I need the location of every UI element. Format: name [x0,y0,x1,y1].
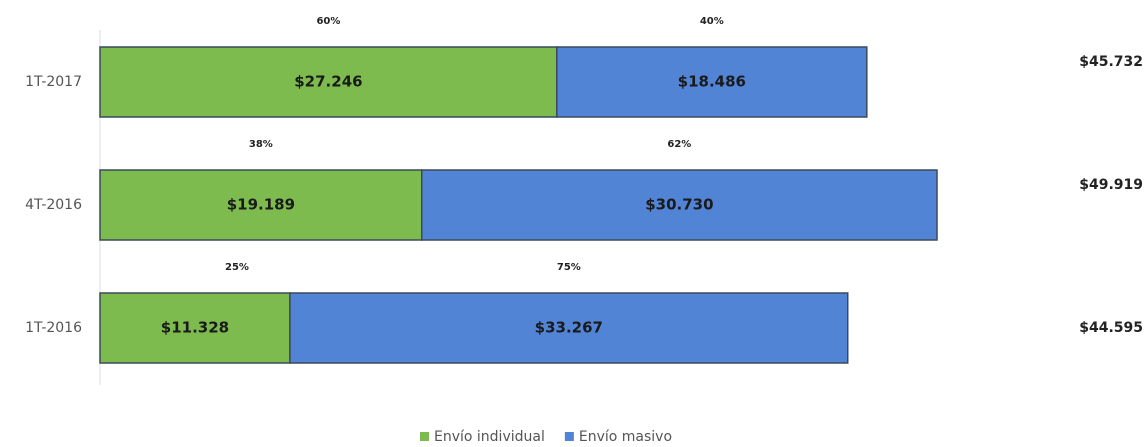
value-label: $11.328 [161,319,229,337]
percent-label: 25% [225,262,249,273]
legend-label: Envío individual [434,429,545,445]
category-label: 1T-2016 [25,320,82,336]
bar-segment [420,169,938,241]
percent-label: 60% [316,16,340,27]
legend-label: Envío masivo [579,429,672,445]
value-label: $19.189 [227,196,295,214]
bar-segment [289,292,849,364]
category-label: 1T-2017 [25,74,82,90]
value-label: $30.730 [645,196,713,214]
category-label: 4T-2016 [25,197,82,213]
percent-label: 62% [667,139,691,150]
bar-segment [99,46,558,118]
value-label: $33.267 [535,319,603,337]
value-label: $27.246 [294,73,362,91]
value-label: $18.486 [678,73,746,91]
percent-label: 75% [557,262,581,273]
percent-label: 38% [249,139,273,150]
total-label: $49.919 [1079,177,1143,193]
legend-swatch [564,432,574,441]
total-label: $44.595 [1079,320,1143,336]
bar-segment [556,46,868,118]
total-label: $45.732 [1079,54,1143,70]
percent-label: 40% [700,16,724,27]
bar-segment [99,169,423,241]
legend-swatch [420,432,429,441]
